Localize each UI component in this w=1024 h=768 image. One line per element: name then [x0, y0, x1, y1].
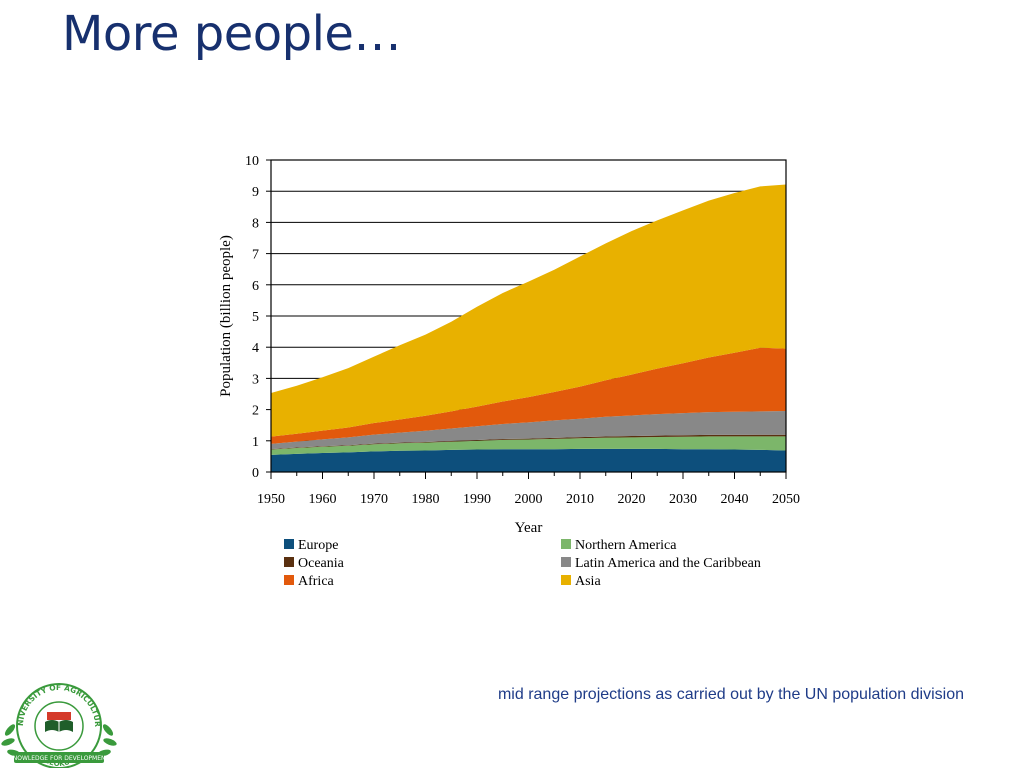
x-tick-label: 2000: [515, 492, 543, 507]
legend-label: Northern America: [575, 538, 677, 553]
legend-swatch: [284, 557, 294, 567]
axis-ticks: 0 1 2 3 4 5 6 7 8 9 10 1950 1960 1970 1980 1990 2000 2010…: [245, 154, 800, 507]
legend-label: Latin America and the Caribbean: [575, 556, 761, 571]
area-series-africa: [271, 347, 786, 444]
legend-swatch: [561, 557, 571, 567]
logo-emblem-icon: [45, 712, 73, 732]
legend-swatch: [284, 575, 294, 585]
legend-item: Northern America: [561, 538, 677, 553]
legend-label: Asia: [575, 574, 601, 589]
y-tick-label: 1: [252, 435, 259, 450]
y-tick-label: 7: [252, 248, 259, 263]
y-tick-label: 9: [252, 185, 259, 200]
legend-swatch: [561, 539, 571, 549]
y-axis-label: Population (billion people): [218, 235, 234, 397]
legend-label: Oceania: [298, 556, 345, 571]
area-series-northern-america: [271, 436, 786, 455]
x-tick-label: 1970: [360, 492, 388, 507]
y-tick-label: 2: [252, 404, 259, 419]
y-tick-label: 0: [252, 466, 259, 481]
area-series-europe: [271, 448, 786, 472]
y-tick-label: 4: [252, 341, 259, 356]
legend-item: Oceania: [284, 556, 345, 571]
university-logo: UNIVERSITY OF AGRICULTURE ABEOKUTA KNOWL…: [0, 682, 117, 768]
x-tick-label: 1980: [412, 492, 440, 507]
legend-item: Latin America and the Caribbean: [561, 556, 761, 571]
x-tick-label: 1990: [463, 492, 491, 507]
y-tick-label: 10: [245, 154, 259, 169]
y-tick-label: 5: [252, 310, 259, 325]
x-tick-label: 2020: [618, 492, 646, 507]
legend-item: Asia: [561, 574, 601, 589]
y-tick-label: 6: [252, 279, 259, 294]
area-series-oceania: [271, 434, 786, 450]
legend-label: Africa: [298, 574, 335, 589]
y-tick-label: 8: [252, 216, 259, 231]
area-series: [271, 184, 786, 472]
legend-swatch: [284, 539, 294, 549]
legend-swatch: [561, 575, 571, 585]
area-series-asia: [271, 184, 786, 437]
area-series-latin-america-and-the-caribbean: [271, 411, 786, 450]
x-tick-label: 1950: [257, 492, 285, 507]
logo-banner-text: KNOWLEDGE FOR DEVELOPMENT: [9, 755, 110, 762]
x-tick-label: 2040: [721, 492, 749, 507]
source-caption: mid range projections as carried out by …: [497, 686, 964, 703]
legend-item: Africa: [284, 574, 335, 589]
x-tick-label: 2050: [772, 492, 800, 507]
x-tick-label: 2030: [669, 492, 697, 507]
y-tick-label: 3: [252, 372, 259, 387]
x-tick-label: 2010: [566, 492, 594, 507]
x-axis-label: Year: [515, 520, 543, 536]
slide-title: More people…: [62, 6, 401, 62]
legend-item: Europe: [284, 538, 338, 553]
legend: Europe Northern America Oceania Latin Ameri…: [284, 538, 761, 589]
x-tick-label: 1960: [309, 492, 337, 507]
legend-label: Europe: [298, 538, 338, 553]
